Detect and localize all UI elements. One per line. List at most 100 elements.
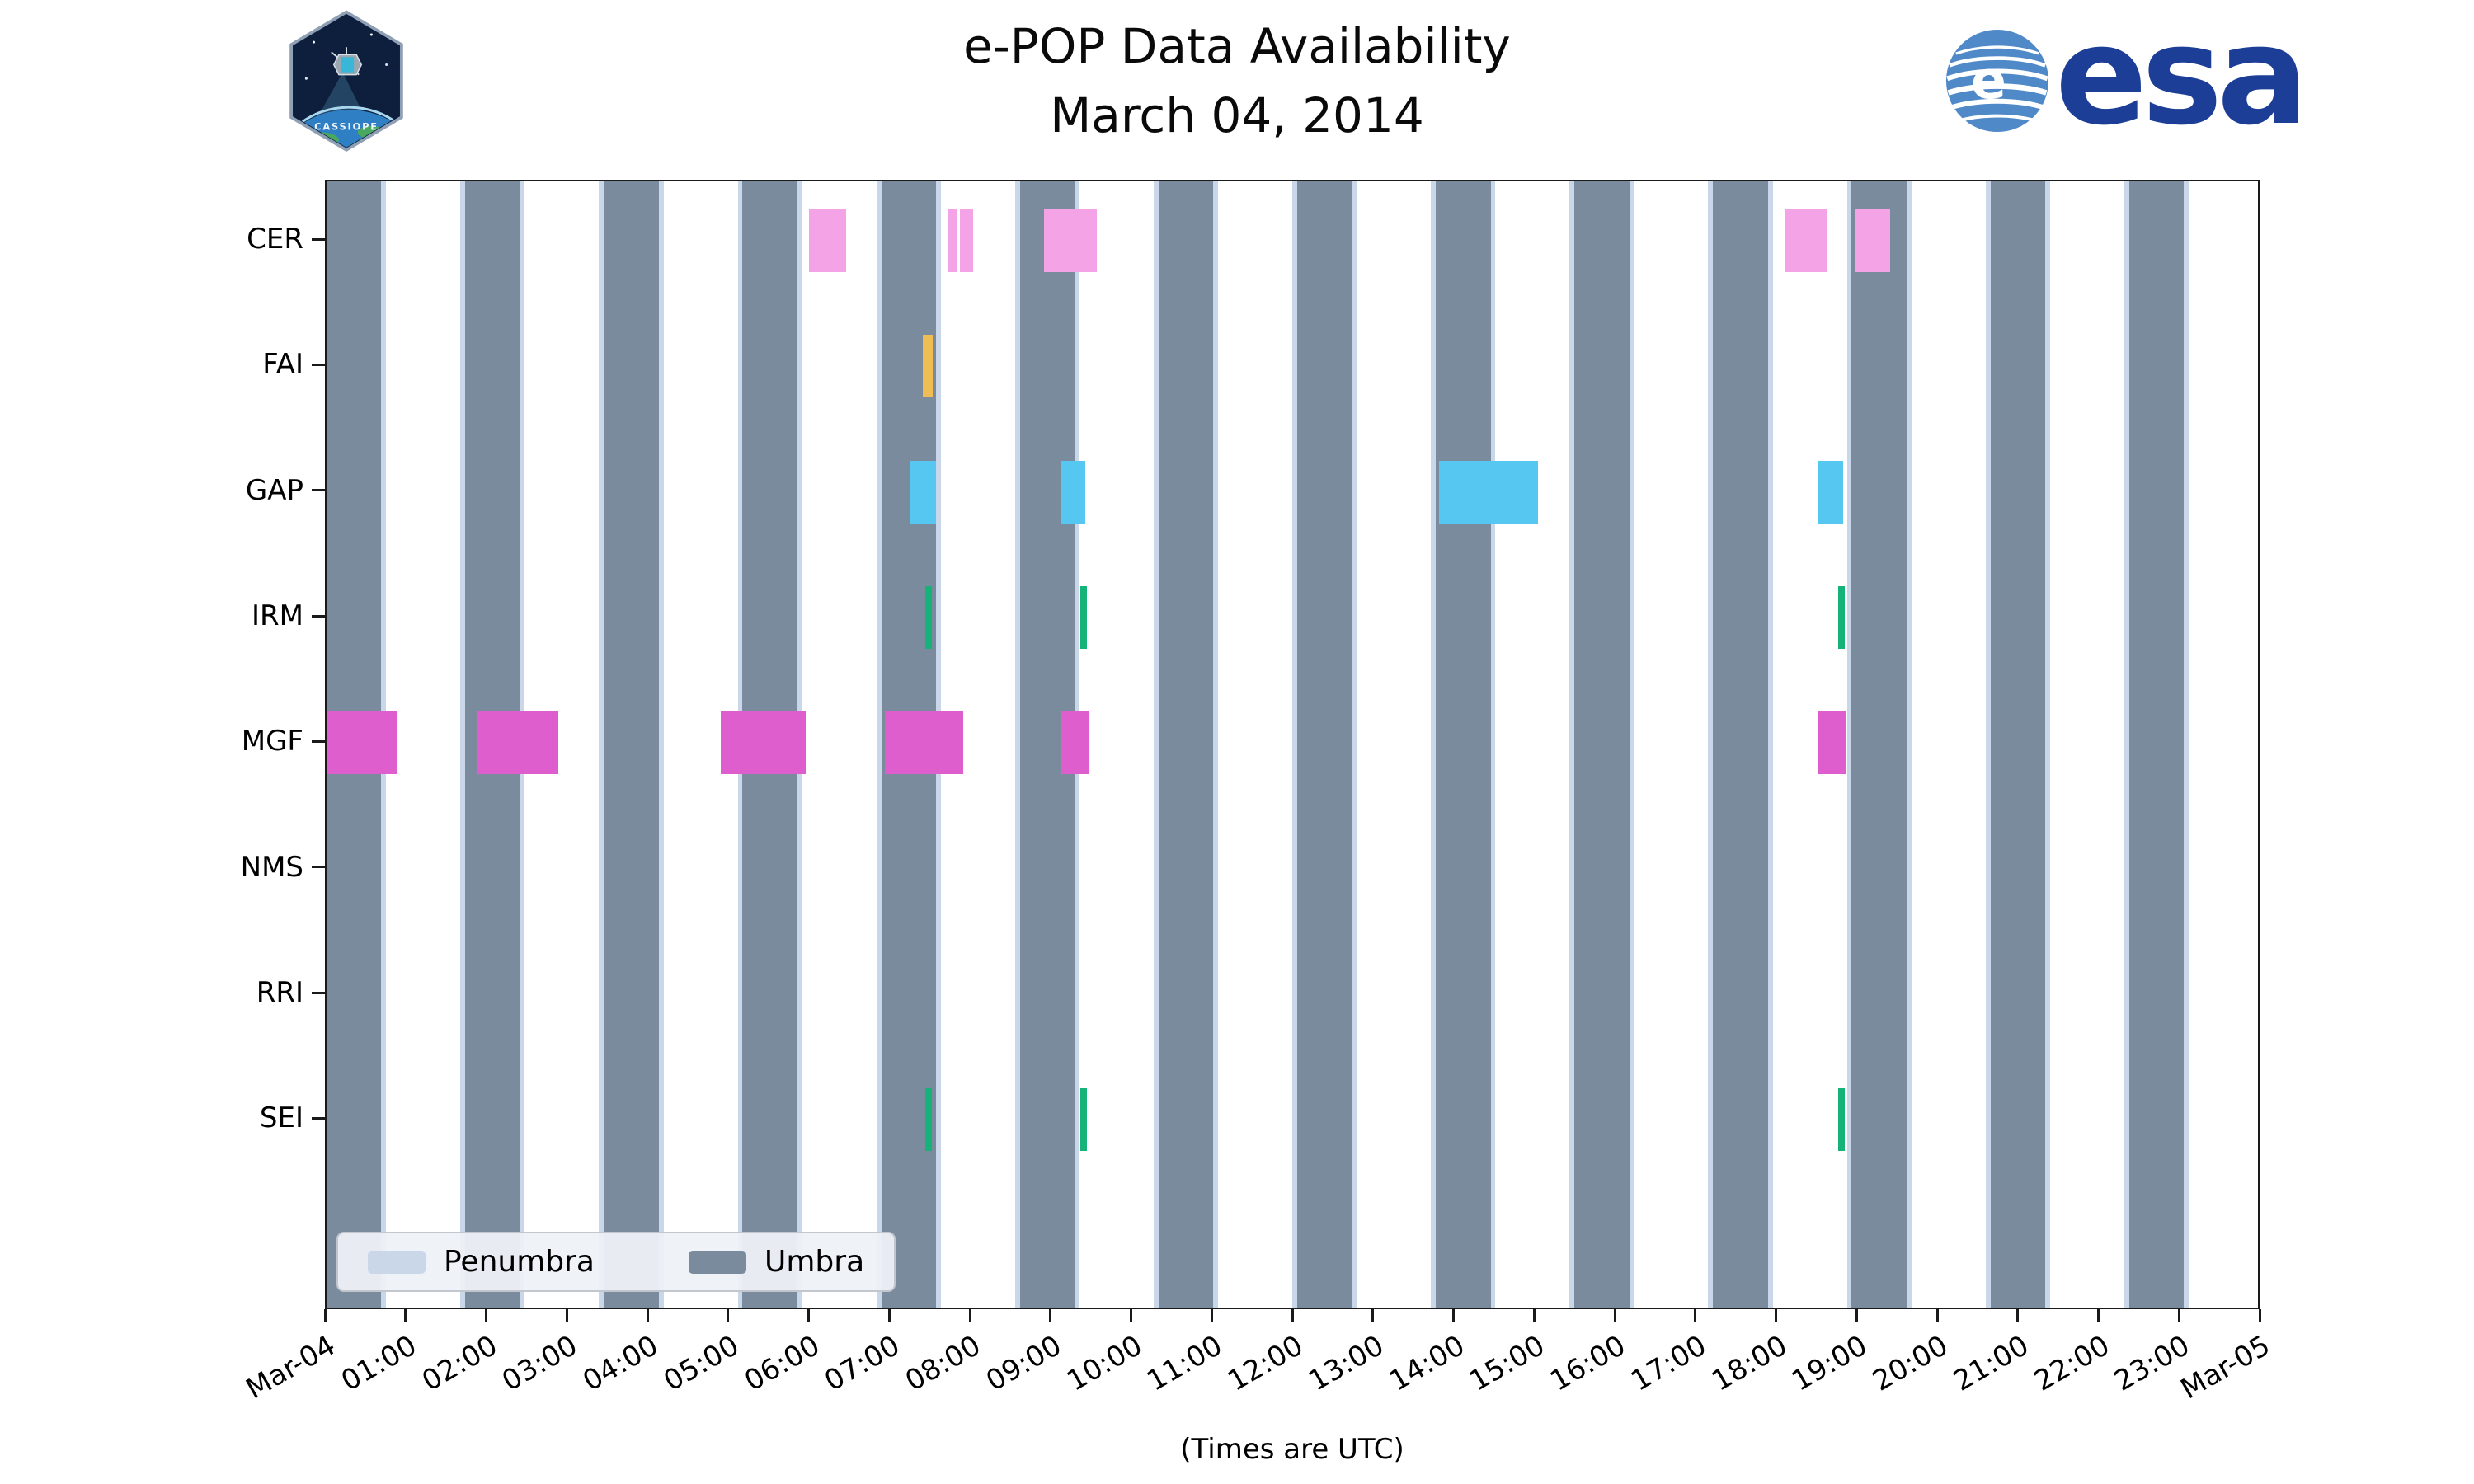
x-tick-label: 21:00 xyxy=(1947,1329,2034,1398)
y-row-label: CER xyxy=(247,223,303,256)
x-tick xyxy=(1291,1309,1294,1322)
umbra-band xyxy=(1158,181,1214,1308)
x-tick xyxy=(1049,1309,1052,1322)
y-tick xyxy=(312,489,325,492)
y-tick xyxy=(312,237,325,241)
legend-label-penumbra: Penumbra xyxy=(444,1245,595,1279)
x-tick xyxy=(1855,1309,1858,1322)
availability-bar-CER xyxy=(1856,209,1891,273)
x-tick xyxy=(485,1309,487,1322)
legend: Penumbra Umbra xyxy=(336,1232,896,1292)
x-tick xyxy=(807,1309,810,1322)
x-tick-label: 09:00 xyxy=(980,1329,1067,1398)
esa-globe-icon: e xyxy=(1945,29,2049,133)
x-tick xyxy=(323,1309,327,1322)
availability-bar-CER xyxy=(808,209,847,273)
x-tick xyxy=(1775,1309,1777,1322)
availability-bar-SEI xyxy=(1837,1088,1845,1152)
svg-text:e: e xyxy=(1971,49,2006,110)
esa-wordmark: esa xyxy=(2055,0,2308,155)
x-tick-label: 22:00 xyxy=(2028,1329,2115,1398)
availability-bar-MGF xyxy=(720,711,806,775)
availability-bar-IRM xyxy=(1837,586,1845,650)
y-row-label: NMS xyxy=(240,850,303,884)
chart-subtitle: March 04, 2014 xyxy=(1050,87,1424,143)
y-row-label: MGF xyxy=(241,725,303,758)
x-tick-label: 14:00 xyxy=(1383,1329,1470,1398)
x-tick-label: 19:00 xyxy=(1786,1329,1874,1398)
x-tick-label: 01:00 xyxy=(335,1329,422,1398)
x-tick-label: 18:00 xyxy=(1705,1329,1793,1398)
legend-swatch-umbra xyxy=(689,1250,746,1274)
plot-area xyxy=(325,180,2260,1309)
x-tick-label: Mar-04 xyxy=(241,1329,341,1407)
cassiope-mission-patch-icon: CASSIOPE xyxy=(289,10,403,153)
y-row-label: GAP xyxy=(245,473,303,507)
availability-bar-MGF xyxy=(885,711,964,775)
availability-bar-CER xyxy=(947,209,957,273)
availability-bar-FAI xyxy=(923,335,934,398)
x-tick xyxy=(727,1309,730,1322)
x-axis-caption: (Times are UTC) xyxy=(1180,1433,1404,1466)
availability-bar-MGF xyxy=(1061,711,1089,775)
x-tick-label: 03:00 xyxy=(496,1329,584,1398)
satellite-icon xyxy=(331,47,363,76)
umbra-band xyxy=(2128,181,2185,1308)
x-tick-label: 08:00 xyxy=(900,1329,986,1398)
x-tick-label: 15:00 xyxy=(1464,1329,1551,1398)
x-tick-label: 11:00 xyxy=(1141,1329,1229,1398)
y-row-label: RRI xyxy=(256,976,303,1010)
x-tick xyxy=(2016,1309,2020,1322)
x-tick-label: 07:00 xyxy=(819,1329,906,1398)
availability-bar-MGF xyxy=(476,711,558,775)
availability-bar-GAP xyxy=(909,460,936,524)
availability-bar-GAP xyxy=(1061,460,1085,524)
x-tick xyxy=(2097,1309,2100,1322)
x-tick xyxy=(1452,1309,1455,1322)
availability-bar-MGF xyxy=(327,711,398,775)
availability-bar-CER xyxy=(1785,209,1827,273)
x-tick xyxy=(887,1309,891,1322)
x-tick xyxy=(1935,1309,1939,1322)
umbra-band xyxy=(1296,181,1352,1308)
availability-bar-SEI xyxy=(925,1088,933,1152)
x-tick xyxy=(1210,1309,1213,1322)
x-tick xyxy=(1694,1309,1697,1322)
x-tick-label: 23:00 xyxy=(2109,1329,2196,1398)
chart-title: e-POP Data Availability xyxy=(963,18,1511,74)
availability-bar-MGF xyxy=(1818,711,1846,775)
umbra-band xyxy=(1436,181,1491,1308)
x-tick xyxy=(968,1309,971,1322)
umbra-band xyxy=(1851,181,1907,1308)
x-tick xyxy=(646,1309,649,1322)
x-tick xyxy=(1371,1309,1375,1322)
x-tick-label: 06:00 xyxy=(738,1329,825,1398)
umbra-band xyxy=(604,181,659,1308)
x-tick-label: 13:00 xyxy=(1302,1329,1390,1398)
y-tick xyxy=(312,740,325,743)
x-tick xyxy=(2258,1309,2261,1322)
availability-bar-CER xyxy=(1043,209,1097,273)
x-tick-label: 12:00 xyxy=(1222,1329,1309,1398)
x-tick xyxy=(1613,1309,1616,1322)
x-tick-label: 10:00 xyxy=(1061,1329,1148,1398)
availability-bar-GAP xyxy=(1818,460,1843,524)
y-row-label: SEI xyxy=(259,1101,303,1135)
x-tick-label: Mar-05 xyxy=(2175,1329,2276,1407)
x-tick-label: 02:00 xyxy=(416,1329,503,1398)
x-tick xyxy=(404,1309,407,1322)
y-row-label: IRM xyxy=(252,599,303,633)
esa-logo: e esa xyxy=(1943,7,2308,143)
availability-bar-CER xyxy=(960,209,973,273)
legend-swatch-penumbra xyxy=(368,1250,426,1274)
x-tick-label: 16:00 xyxy=(1545,1329,1631,1398)
availability-bar-IRM xyxy=(925,586,933,650)
legend-label-umbra: Umbra xyxy=(764,1245,865,1279)
x-tick-label: 17:00 xyxy=(1625,1329,1712,1398)
y-tick xyxy=(312,866,325,869)
x-tick-label: 04:00 xyxy=(577,1329,664,1398)
availability-bar-IRM xyxy=(1079,586,1087,650)
y-tick xyxy=(312,991,325,994)
y-tick xyxy=(312,1116,325,1120)
